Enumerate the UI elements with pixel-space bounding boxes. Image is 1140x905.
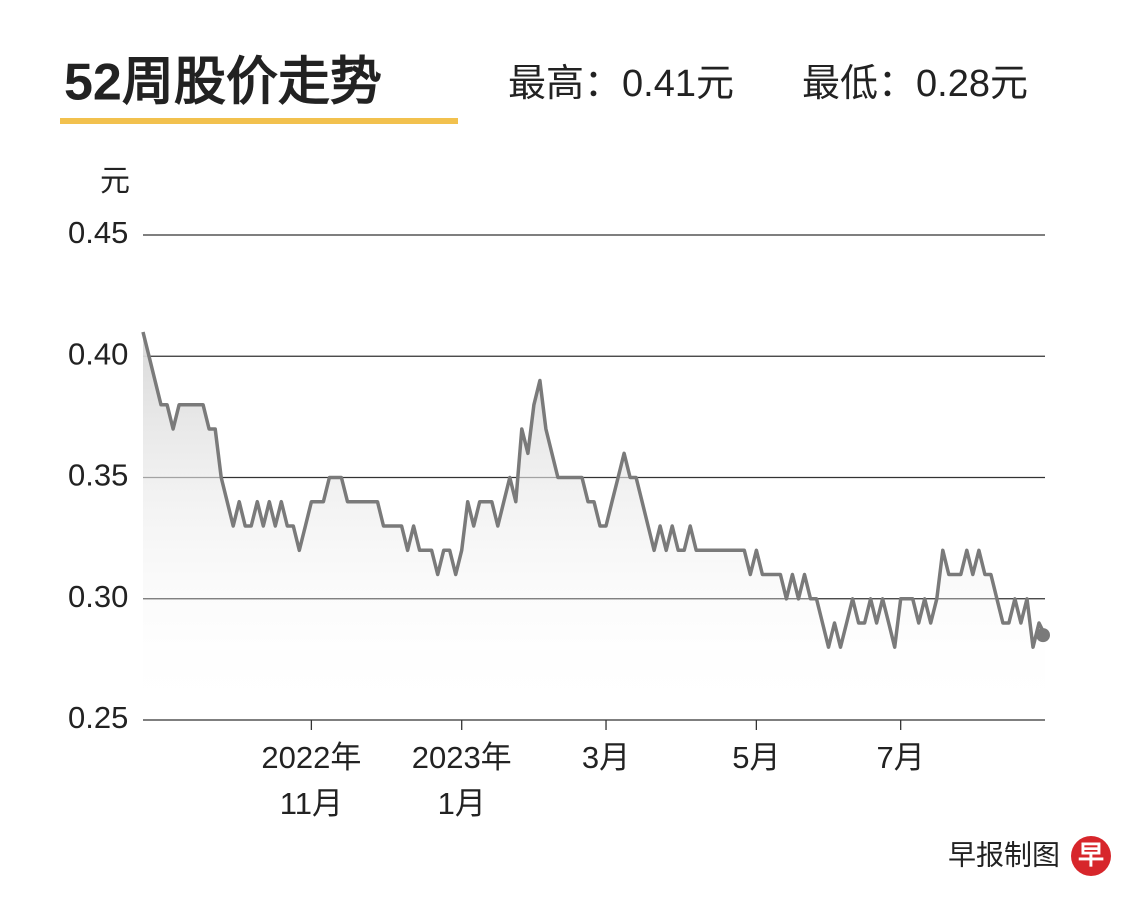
y-tick-label: 0.40 bbox=[68, 336, 128, 371]
x-tick-label: 11月 bbox=[280, 786, 343, 821]
end-point bbox=[1036, 628, 1050, 643]
x-tick-label: 1月 bbox=[438, 786, 486, 821]
line bbox=[141, 331, 1047, 649]
y-tick-label: 0.30 bbox=[68, 579, 128, 614]
area bbox=[143, 332, 1045, 720]
y-tick-label: 0.25 bbox=[68, 700, 128, 735]
x-tick-label: 3月 bbox=[582, 740, 630, 775]
title-underline bbox=[60, 118, 458, 124]
source: 早报制图 bbox=[948, 839, 1060, 870]
y-tick-label: 0.35 bbox=[68, 458, 128, 493]
x-tick-label: 2023年 bbox=[412, 740, 512, 775]
logo: 早 bbox=[1078, 840, 1104, 870]
y-axis-label: 元 bbox=[100, 165, 130, 198]
x-tick-label: 7月 bbox=[877, 740, 925, 775]
y-tick-label: 0.45 bbox=[68, 215, 128, 250]
chart-title: 52周股价走势 bbox=[64, 54, 382, 112]
x-tick-label: 2022年 bbox=[261, 740, 361, 775]
low-label: 最低：0.28元 bbox=[802, 63, 1028, 105]
logo-circle bbox=[1071, 836, 1111, 876]
x-tick-label: 5月 bbox=[732, 740, 780, 775]
high-label: 最高：0.41元 bbox=[508, 63, 734, 105]
